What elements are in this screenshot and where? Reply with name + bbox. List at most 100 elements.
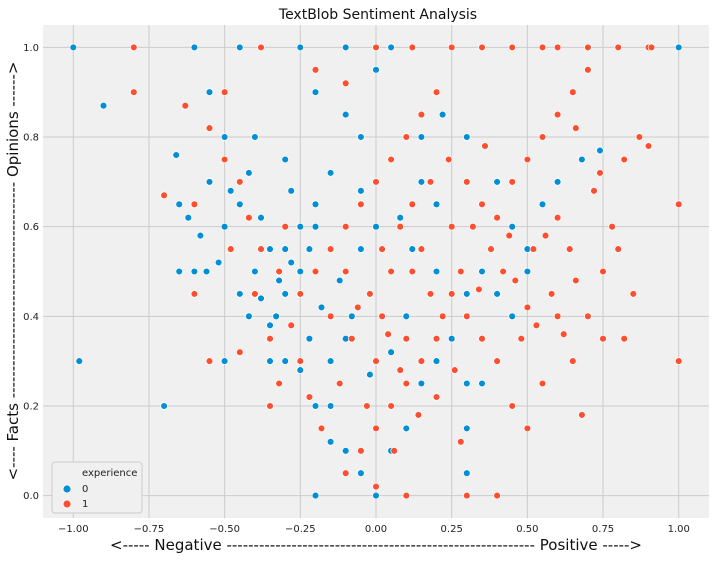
scatter-point-series-1 xyxy=(508,178,516,186)
x-tick-label: −0.25 xyxy=(285,524,316,535)
legend-label-series-0: 0 xyxy=(82,484,88,495)
scatter-point-series-0 xyxy=(317,303,326,312)
scatter-point-series-1 xyxy=(417,357,426,365)
scatter-point-series-1 xyxy=(499,267,507,276)
scatter-point-series-1 xyxy=(311,66,320,74)
scatter-point-series-1 xyxy=(305,393,314,401)
series-1-points xyxy=(130,43,683,500)
scatter-point-series-1 xyxy=(596,169,604,177)
scatter-point-series-1 xyxy=(553,312,562,321)
scatter-point-series-0 xyxy=(402,312,411,321)
scatter-point-series-1 xyxy=(559,330,568,338)
scatter-point-series-0 xyxy=(266,321,274,330)
x-tick-label: 0.00 xyxy=(365,524,387,535)
scatter-point-series-0 xyxy=(175,267,183,276)
scatter-point-series-1 xyxy=(205,357,214,365)
scatter-point-series-0 xyxy=(266,245,274,253)
scatter-point-series-1 xyxy=(317,424,326,433)
scatter-point-series-1 xyxy=(384,330,392,338)
scatter-point-series-0 xyxy=(281,357,289,365)
scatter-point-series-1 xyxy=(614,245,622,253)
scatter-point-series-1 xyxy=(438,312,447,321)
scatter-point-series-1 xyxy=(205,124,214,132)
scatter-point-series-0 xyxy=(523,267,532,276)
scatter-point-series-1 xyxy=(629,290,638,298)
scatter-point-series-1 xyxy=(287,321,295,330)
scatter-point-series-1 xyxy=(590,187,598,195)
scatter-point-series-1 xyxy=(408,267,417,276)
scatter-point-series-1 xyxy=(387,155,395,164)
scatter-point-series-1 xyxy=(372,424,380,433)
scatter-point-series-0 xyxy=(220,222,229,231)
scatter-point-series-1 xyxy=(644,142,653,150)
scatter-point-series-1 xyxy=(396,366,404,374)
scatter-point-series-1 xyxy=(523,155,532,164)
scatter-point-series-1 xyxy=(326,312,335,321)
scatter-point-series-1 xyxy=(326,245,335,253)
scatter-point-series-0 xyxy=(335,276,344,285)
scatter-point-series-1 xyxy=(341,79,350,88)
scatter-point-series-1 xyxy=(584,43,592,52)
scatter-point-series-1 xyxy=(236,348,244,356)
scatter-point-series-1 xyxy=(257,245,265,253)
scatter-point-series-0 xyxy=(305,245,314,253)
scatter-point-series-1 xyxy=(190,290,199,298)
scatter-point-series-0 xyxy=(305,334,314,343)
scatter-point-series-0 xyxy=(387,43,395,52)
scatter-point-series-0 xyxy=(281,155,289,164)
scatter-point-series-1 xyxy=(599,334,607,343)
scatter-point-series-1 xyxy=(487,245,495,253)
scatter-point-series-1 xyxy=(402,334,411,343)
y-tick-label: 0.6 xyxy=(23,222,39,233)
scatter-point-series-1 xyxy=(236,178,244,186)
data-points xyxy=(69,43,683,500)
scatter-point-series-1 xyxy=(553,213,562,222)
scatter-point-series-1 xyxy=(517,334,526,343)
x-tick-label: 0.75 xyxy=(592,524,614,535)
scatter-point-series-1 xyxy=(281,222,289,231)
scatter-point-series-0 xyxy=(266,357,274,365)
scatter-point-series-1 xyxy=(635,133,644,141)
scatter-point-series-0 xyxy=(190,267,199,276)
scatter-point-series-0 xyxy=(438,110,447,119)
legend-label-series-1: 1 xyxy=(82,499,88,510)
scatter-point-series-1 xyxy=(432,334,441,343)
x-axis-label: <----- Negative ------------------------… xyxy=(110,536,642,554)
scatter-point-series-0 xyxy=(463,469,471,477)
scatter-point-series-1 xyxy=(614,43,622,52)
scatter-point-series-1 xyxy=(220,155,229,164)
scatter-point-series-0 xyxy=(272,312,280,321)
scatter-point-series-1 xyxy=(414,411,423,419)
scatter-point-series-1 xyxy=(478,200,486,209)
scatter-point-series-0 xyxy=(387,348,395,356)
scatter-point-series-0 xyxy=(372,66,380,74)
scatter-point-series-1 xyxy=(160,191,168,200)
scatter-point-series-1 xyxy=(674,200,683,209)
scatter-point-series-1 xyxy=(444,155,453,164)
scatter-point-series-0 xyxy=(287,258,295,267)
scatter-point-series-1 xyxy=(569,88,577,96)
scatter-point-series-0 xyxy=(311,200,320,209)
scatter-point-series-1 xyxy=(584,66,592,74)
scatter-point-series-1 xyxy=(402,379,411,388)
x-tick-label: −0.50 xyxy=(209,524,240,535)
scatter-point-series-1 xyxy=(532,321,541,330)
scatter-point-series-0 xyxy=(357,245,365,253)
scatter-point-series-0 xyxy=(296,366,305,374)
scatter-point-series-1 xyxy=(390,447,398,455)
scatter-point-series-0 xyxy=(432,200,441,209)
scatter-point-series-1 xyxy=(296,357,305,365)
scatter-point-series-1 xyxy=(387,402,395,410)
scatter-point-series-0 xyxy=(372,222,380,231)
scatter-point-series-1 xyxy=(417,110,426,119)
y-tick-label: 1.0 xyxy=(23,43,39,54)
scatter-point-series-1 xyxy=(426,290,435,298)
x-tick-label: 0.50 xyxy=(516,524,538,535)
scatter-point-series-0 xyxy=(366,370,374,379)
scatter-point-series-1 xyxy=(481,142,489,150)
y-axis-ticks: 0.0 0.2 0.4 0.6 0.8 1.0 xyxy=(23,43,39,502)
scatter-point-series-0 xyxy=(220,357,229,365)
scatter-point-series-0 xyxy=(75,357,84,365)
scatter-point-series-1 xyxy=(432,393,441,401)
scatter-point-series-0 xyxy=(296,43,305,52)
